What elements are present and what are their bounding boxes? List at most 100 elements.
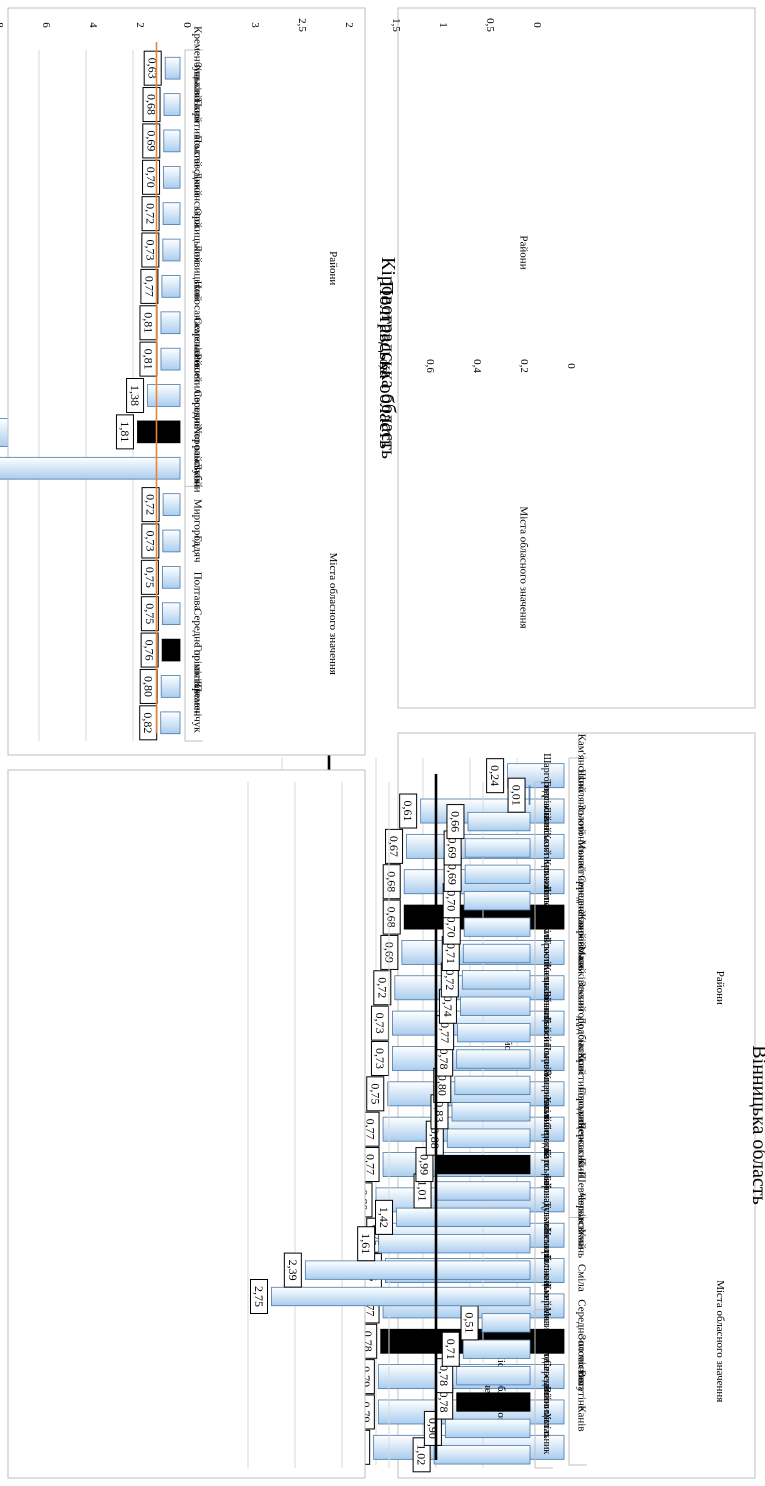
group-label: Міста обласного значення xyxy=(714,1280,726,1402)
chart-title: Вінницька область xyxy=(748,1045,765,1204)
data-label-box xyxy=(441,1331,460,1367)
chart-panel-3: 024681012Міста обласного значення0,82Кре… xyxy=(0,7,397,756)
data-label-box xyxy=(375,1199,394,1235)
category-label: Ямпільський xyxy=(541,912,552,968)
data-label: 0,78 xyxy=(437,1365,451,1386)
bar xyxy=(161,602,181,626)
y-tick-label: 2 xyxy=(134,22,146,28)
data-label-box xyxy=(283,1252,302,1288)
category-label: Золотоноша xyxy=(575,1335,587,1392)
chart-frame xyxy=(7,769,366,1479)
data-label: 0,73 xyxy=(373,1048,387,1069)
category-label: Середнє по містах xyxy=(191,608,203,694)
category-label: Тростянецький xyxy=(541,938,552,1003)
bar xyxy=(433,1445,531,1465)
data-label: 0,67 xyxy=(387,836,401,857)
data-label: 0,77 xyxy=(438,1022,452,1043)
data-label-box xyxy=(373,970,392,1006)
bar xyxy=(434,1181,531,1201)
category-label: Могилів-Подільський xyxy=(541,1307,552,1400)
data-label: 0,72 xyxy=(443,969,457,990)
category-label: Лохвицький xyxy=(191,244,203,301)
data-label: 0,63 xyxy=(146,58,160,79)
category-label: Вінницький xyxy=(541,991,552,1043)
category-label: Гайсинський xyxy=(541,1017,552,1073)
data-label: 0,72 xyxy=(144,494,158,515)
bar xyxy=(462,1339,531,1359)
data-label: 0,68 xyxy=(385,871,399,892)
y-tick-label: 0,5 xyxy=(484,18,496,32)
data-label: 1,81 xyxy=(118,421,132,442)
data-label-box xyxy=(126,378,145,413)
category-label: Христинівський xyxy=(575,1052,587,1128)
bar xyxy=(162,529,181,553)
category-label: Маньківський xyxy=(575,946,587,1012)
data-label: 0,75 xyxy=(143,567,157,588)
category-label: Середнє по містах xyxy=(575,1299,587,1385)
y-tick-label: 0,8 xyxy=(377,359,389,373)
group-label: Райони xyxy=(327,251,339,285)
y-tick-label: 0,2 xyxy=(518,359,530,373)
y-tick-label: 0 xyxy=(565,363,577,369)
category-label: Жмеринка xyxy=(541,1281,552,1326)
y-tick-label: 6 xyxy=(40,22,52,28)
bar xyxy=(160,347,181,371)
bar xyxy=(0,456,181,480)
data-label: 0,78 xyxy=(437,1392,451,1413)
data-label: 0,77 xyxy=(364,1119,378,1140)
data-label-box xyxy=(115,414,134,450)
data-label: 0,77 xyxy=(364,1154,378,1175)
bar xyxy=(457,1023,531,1043)
data-label-box xyxy=(415,1147,434,1183)
bar xyxy=(164,56,181,80)
category-label: Жашківський xyxy=(575,910,587,974)
data-label: 0,66 xyxy=(448,811,462,832)
bar xyxy=(163,93,181,116)
category-label: Решетилівський xyxy=(191,354,203,430)
chart-title: Полтавська область xyxy=(375,281,397,449)
data-label: 0,82 xyxy=(141,712,155,733)
bar xyxy=(444,1418,531,1439)
bar xyxy=(456,1392,531,1412)
bar xyxy=(162,238,181,262)
category-label: Тульчинський xyxy=(541,1202,552,1262)
bar xyxy=(464,864,531,884)
bar xyxy=(378,1234,531,1254)
y-tick-label: 0,4 xyxy=(471,359,483,373)
data-label: 2,39 xyxy=(286,1260,300,1281)
data-label: 0,24 xyxy=(488,765,502,786)
bar xyxy=(160,311,181,335)
bar xyxy=(481,1313,531,1333)
chart-title: Кіровоградська область xyxy=(377,257,399,459)
data-label: 0,69 xyxy=(144,130,158,151)
category-label: Пирятинський xyxy=(191,99,203,167)
category-label: Калинівський xyxy=(541,964,552,1023)
data-label: 0,71 xyxy=(444,1339,458,1360)
category-label: Жмеринський xyxy=(541,1070,552,1131)
data-label: 0,72 xyxy=(144,203,158,224)
bar xyxy=(161,638,181,662)
bar xyxy=(137,420,181,444)
data-label: 1,61 xyxy=(359,1233,373,1254)
y-tick-label: 0 xyxy=(181,22,193,28)
bar xyxy=(162,493,181,516)
bar xyxy=(446,1128,531,1148)
data-label: 0,51 xyxy=(463,1312,477,1333)
category-label: Іллінецький xyxy=(541,1255,552,1307)
category-label: Золотоніський xyxy=(575,804,587,872)
category-label: Семенівський xyxy=(191,317,203,382)
bar xyxy=(161,275,181,298)
bar xyxy=(147,384,181,407)
data-label-box xyxy=(141,523,160,559)
bar xyxy=(528,785,531,805)
group-label: Райони xyxy=(518,235,530,269)
data-label-box xyxy=(382,864,401,900)
y-tick-label: 8 xyxy=(0,22,5,28)
bar xyxy=(304,1260,531,1280)
category-label: Бершадський xyxy=(541,1175,552,1233)
category-label: Літинський xyxy=(541,806,552,856)
category-label: Хмільник xyxy=(541,1413,552,1455)
data-label: 0,76 xyxy=(143,640,157,661)
